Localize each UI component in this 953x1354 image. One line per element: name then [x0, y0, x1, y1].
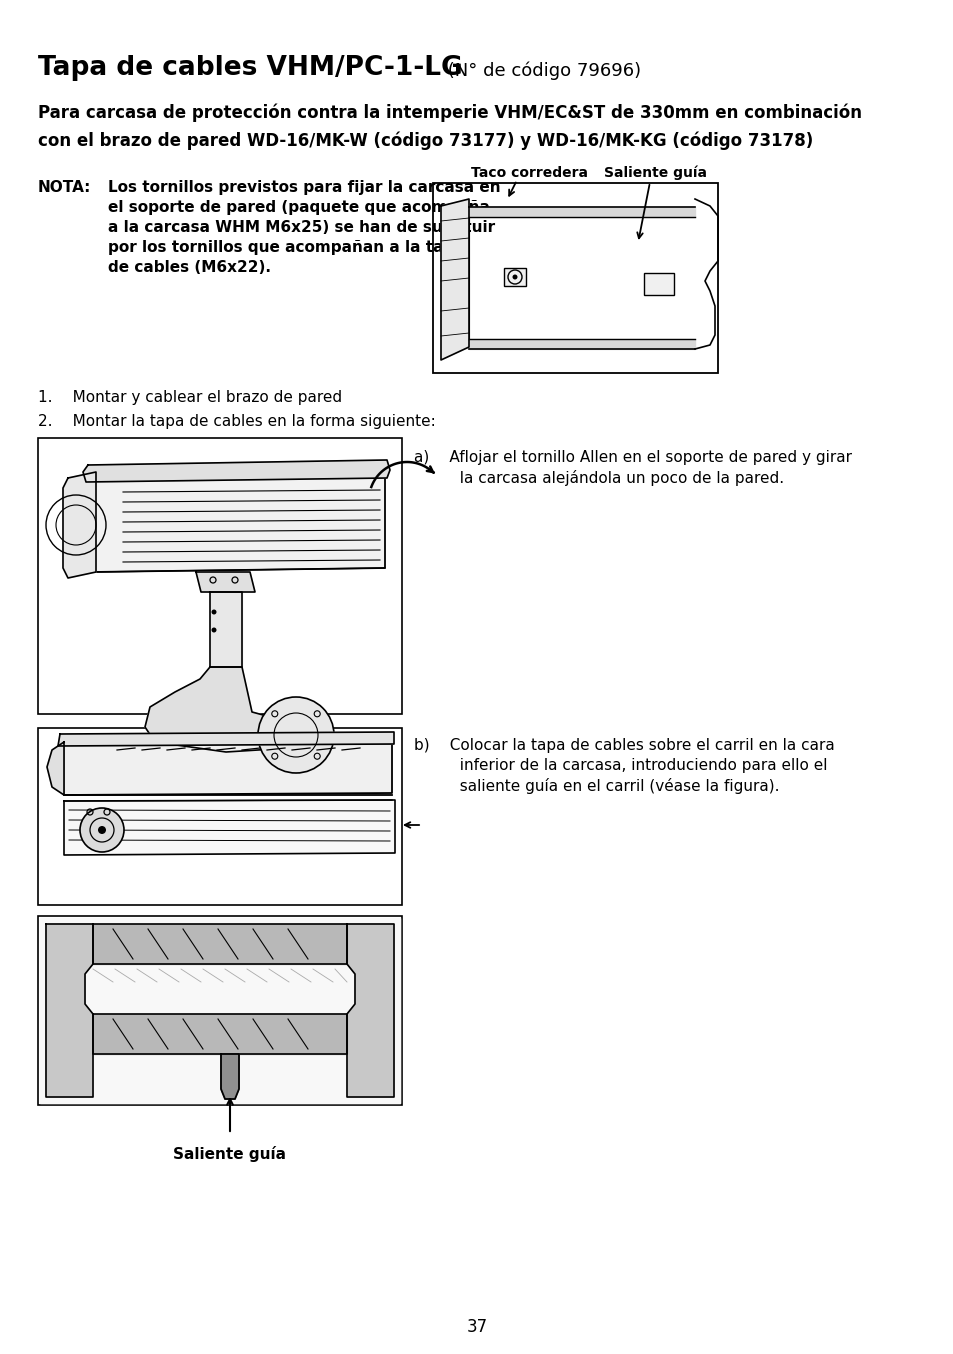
Polygon shape: [221, 1053, 239, 1099]
Polygon shape: [40, 918, 399, 1104]
Polygon shape: [469, 207, 695, 217]
Text: b)  Colocar la tapa de cables sobre el carril en la cara: b) Colocar la tapa de cables sobre el ca…: [414, 738, 834, 753]
Circle shape: [212, 609, 216, 615]
Text: con el brazo de pared WD-16/MK-W (código 73177) y WD-16/MK-KG (código 73178): con el brazo de pared WD-16/MK-W (código…: [38, 131, 812, 149]
Polygon shape: [195, 571, 254, 592]
Text: a la carcasa WHM M6x25) se han de sustituir: a la carcasa WHM M6x25) se han de sustit…: [108, 219, 495, 236]
Bar: [38, 917, 401, 1105]
Polygon shape: [92, 1014, 347, 1053]
Polygon shape: [64, 742, 392, 795]
Polygon shape: [47, 742, 64, 795]
Polygon shape: [58, 733, 394, 746]
Bar: [38, 728, 401, 904]
Circle shape: [98, 826, 106, 834]
Polygon shape: [46, 923, 92, 1097]
Text: Taco corredera: Taco corredera: [471, 167, 588, 180]
Bar: [643, 274, 673, 295]
Text: Los tornillos previstos para fijar la carcasa en: Los tornillos previstos para fijar la ca…: [108, 180, 500, 195]
Text: de cables (M6x22).: de cables (M6x22).: [108, 260, 271, 275]
Text: 2.  Montar la tapa de cables en la forma siguiente:: 2. Montar la tapa de cables en la forma …: [38, 414, 436, 429]
Polygon shape: [92, 468, 385, 571]
Polygon shape: [469, 338, 695, 349]
Text: 1.  Montar y cablear el brazo de pared: 1. Montar y cablear el brazo de pared: [38, 390, 342, 405]
Polygon shape: [347, 923, 394, 1097]
Text: a)  Aflojar el tornillo Allen en el soporte de pared y girar: a) Aflojar el tornillo Allen en el sopor…: [414, 450, 851, 464]
Text: 37: 37: [466, 1317, 487, 1336]
Text: Saliente guía: Saliente guía: [604, 165, 707, 180]
Text: Tapa de cables VHM/PC-1-LG: Tapa de cables VHM/PC-1-LG: [38, 56, 462, 81]
Text: el soporte de pared (paquete que acompaña: el soporte de pared (paquete que acompañ…: [108, 200, 489, 215]
Polygon shape: [83, 460, 390, 482]
Circle shape: [80, 808, 124, 852]
Text: saliente guía en el carril (véase la figura).: saliente guía en el carril (véase la fig…: [414, 779, 779, 793]
Polygon shape: [63, 473, 96, 578]
Text: Para carcasa de protección contra la intemperie VHM/EC&ST de 330mm en combinació: Para carcasa de protección contra la int…: [38, 103, 862, 122]
Bar: [38, 437, 401, 714]
Polygon shape: [145, 668, 326, 751]
Text: (N° de código 79696): (N° de código 79696): [441, 62, 640, 80]
Text: Saliente guía: Saliente guía: [173, 1145, 286, 1162]
Text: NOTA:: NOTA:: [38, 180, 91, 195]
Circle shape: [257, 697, 334, 773]
Bar: [433, 183, 718, 372]
Polygon shape: [210, 592, 242, 668]
Text: por los tornillos que acompañan a la tapa: por los tornillos que acompañan a la tap…: [108, 240, 464, 255]
Bar: [503, 268, 525, 286]
Text: la carcasa alejándola un poco de la pared.: la carcasa alejándola un poco de la pare…: [414, 470, 783, 486]
Polygon shape: [440, 199, 469, 360]
Polygon shape: [64, 800, 395, 854]
Circle shape: [212, 627, 216, 632]
Polygon shape: [92, 923, 347, 964]
Circle shape: [512, 275, 517, 279]
Text: inferior de la carcasa, introduciendo para ello el: inferior de la carcasa, introduciendo pa…: [414, 758, 826, 773]
